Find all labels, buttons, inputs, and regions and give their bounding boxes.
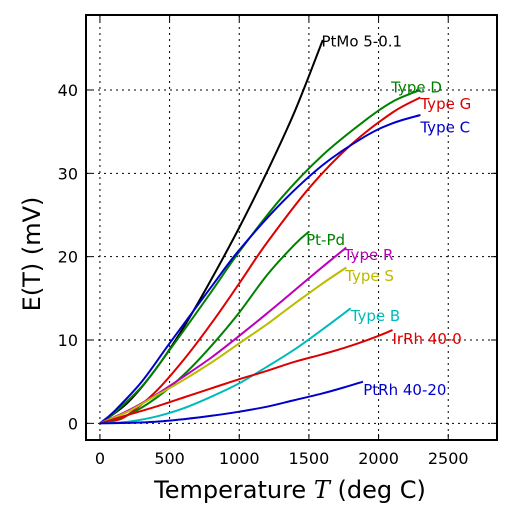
ticks: 0 500 1000 1500 2000 2500 0 10 20 30 40	[58, 15, 497, 468]
series-label-type-r: Type R	[343, 246, 394, 264]
series-label-ptmo-5-0-1: PtMo 5-0.1	[321, 33, 402, 51]
y-tick-label: 10	[58, 331, 78, 350]
series-line-pt-pd	[99, 230, 310, 425]
x-tick-label: 500	[154, 449, 185, 468]
series-label-type-s: Type S	[344, 267, 394, 285]
x-tick-label: 1000	[219, 449, 260, 468]
x-axis-label: Temperature T (deg C)	[153, 476, 426, 504]
x-tick-label: 2000	[358, 449, 399, 468]
y-tick-label: 30	[58, 164, 78, 183]
series-label-type-d: Type D	[390, 79, 442, 97]
series-line-type-s	[99, 266, 347, 425]
series-line-type-c	[99, 114, 421, 425]
series-line-ptrh-40-20	[99, 380, 364, 425]
x-tick-label: 1500	[289, 449, 330, 468]
y-tick-label: 0	[68, 414, 78, 433]
series-line-ptmo-5-0-1	[99, 39, 324, 425]
series-label-type-c: Type C	[419, 119, 470, 137]
series-line-type-b	[99, 307, 352, 425]
series-label-pt-pd: Pt-Pd	[306, 231, 345, 249]
y-tick-label: 20	[58, 248, 78, 267]
series-label-ptrh-40-20: PtRh 40-20	[363, 381, 446, 399]
y-tick-label: 40	[58, 81, 78, 100]
plot-frame	[85, 14, 498, 441]
y-axis-label: E(T) (mV)	[18, 197, 46, 312]
series-label-irrh-40-0: IrRh 40-0	[393, 330, 462, 348]
x-tick-label: 2500	[428, 449, 469, 468]
series-line-type-d	[99, 89, 421, 425]
series-label-type-g: Type G	[419, 95, 471, 113]
series-lines	[99, 39, 421, 425]
grid	[86, 15, 497, 440]
series-line-irrh-40-0	[99, 329, 393, 425]
series-label-type-b: Type B	[350, 307, 401, 325]
x-tick-label: 0	[95, 449, 105, 468]
